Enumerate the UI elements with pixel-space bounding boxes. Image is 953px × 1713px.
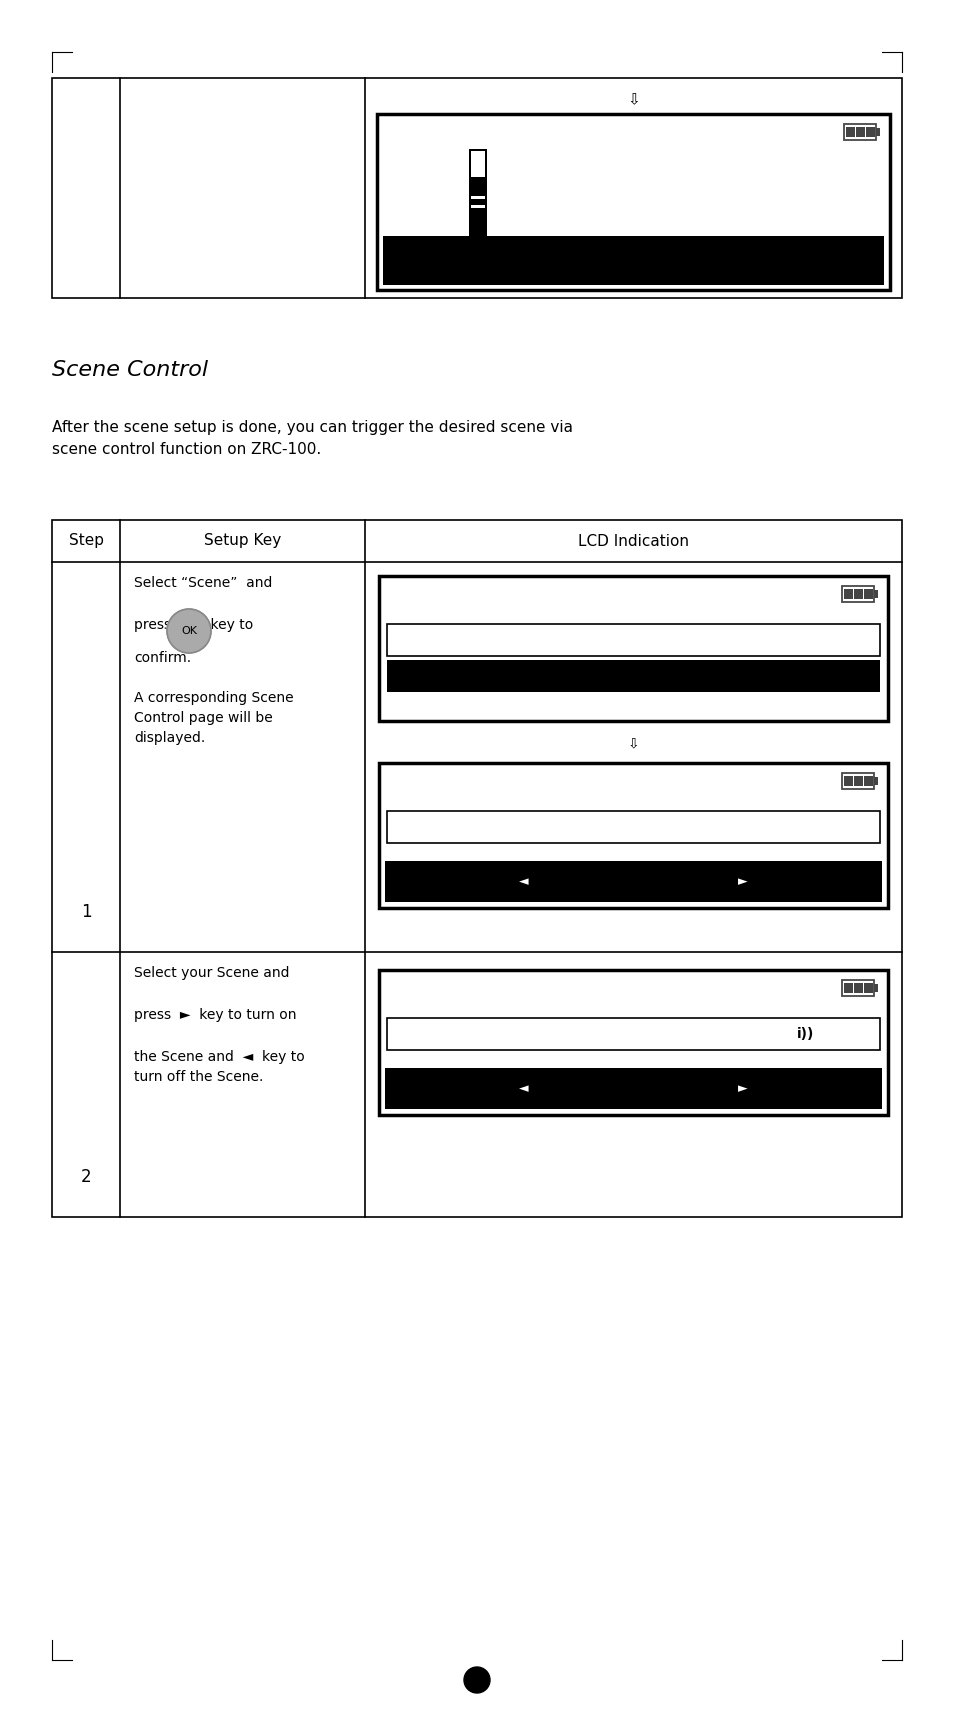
Bar — [469, 149, 487, 247]
Bar — [382, 236, 883, 284]
Text: Setup Key: Setup Key — [204, 533, 281, 548]
Text: Scene Control: Scene Control — [52, 360, 208, 380]
Bar — [843, 776, 853, 786]
Bar — [873, 589, 878, 598]
Bar — [856, 127, 864, 137]
Bar — [854, 776, 862, 786]
Bar — [378, 762, 887, 908]
Text: i)): i)) — [797, 1026, 814, 1042]
Bar — [854, 589, 862, 600]
Circle shape — [167, 610, 211, 653]
Bar — [387, 624, 879, 656]
Text: 1: 1 — [81, 903, 91, 922]
Text: LCD Indication: LCD Indication — [578, 533, 688, 548]
Bar — [863, 983, 872, 994]
Bar — [841, 773, 873, 788]
Text: After the scene setup is done, you can trigger the desired scene via
scene contr: After the scene setup is done, you can t… — [52, 420, 573, 457]
Text: press         key to: press key to — [133, 618, 253, 632]
Text: Step: Step — [69, 533, 103, 548]
Text: Select “Scene”  and: Select “Scene” and — [133, 576, 273, 589]
Circle shape — [463, 1667, 490, 1692]
Bar — [385, 862, 882, 903]
Bar — [52, 521, 901, 1216]
Bar — [873, 983, 878, 992]
Text: confirm.: confirm. — [133, 651, 191, 665]
Bar — [841, 980, 873, 995]
Bar — [841, 586, 873, 601]
Bar — [471, 151, 485, 178]
Bar — [471, 195, 485, 199]
Text: ◄: ◄ — [518, 1083, 528, 1095]
Text: the Scene and  ◄  key to
turn off the Scene.: the Scene and ◄ key to turn off the Scen… — [133, 1050, 304, 1084]
Bar — [873, 776, 878, 785]
Bar — [863, 776, 872, 786]
Bar — [845, 127, 855, 137]
Bar — [387, 660, 879, 692]
Text: 2: 2 — [81, 1168, 91, 1185]
Text: Select your Scene and: Select your Scene and — [133, 966, 289, 980]
Bar — [378, 970, 887, 1115]
Bar — [387, 810, 879, 843]
Bar — [843, 125, 875, 140]
Text: OK: OK — [181, 625, 196, 636]
Text: ⇩: ⇩ — [626, 93, 639, 108]
Text: ►: ► — [738, 875, 747, 889]
Bar — [843, 983, 853, 994]
Text: ◄: ◄ — [518, 875, 528, 889]
Bar — [387, 1018, 879, 1050]
Text: A corresponding Scene
Control page will be
displayed.: A corresponding Scene Control page will … — [133, 690, 294, 745]
Bar — [376, 115, 889, 289]
Text: ⇩: ⇩ — [627, 737, 639, 750]
Bar — [52, 79, 901, 298]
Bar — [865, 127, 875, 137]
Text: press  ►  key to turn on: press ► key to turn on — [133, 1007, 296, 1023]
Bar — [875, 128, 880, 137]
Text: ►: ► — [738, 1083, 747, 1095]
Bar — [471, 206, 485, 209]
Bar — [378, 576, 887, 721]
Bar — [854, 983, 862, 994]
Bar — [843, 589, 853, 600]
Bar — [863, 589, 872, 600]
Bar — [385, 1069, 882, 1108]
